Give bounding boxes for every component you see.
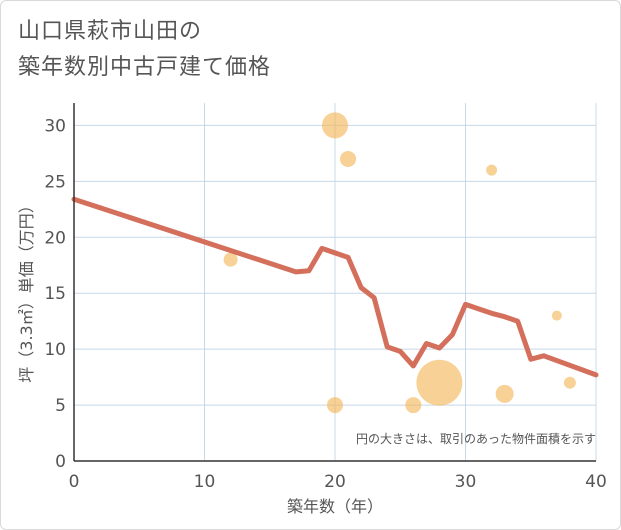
y-tick-label: 20 — [44, 228, 66, 248]
scatter-point — [405, 397, 422, 414]
scatter-point — [416, 359, 463, 406]
title-line-1: 山口県萩市山田の — [18, 19, 203, 44]
scatter-point — [340, 150, 357, 167]
scatter-series — [223, 112, 576, 414]
x-tick-label: 0 — [69, 472, 80, 492]
scatter-point — [223, 252, 238, 267]
tick-labels: 0 10 20 30 40 0 5 10 15 20 25 30 — [44, 116, 606, 492]
scatter-point — [486, 164, 498, 176]
grid-lines — [74, 103, 597, 461]
x-tick-label: 10 — [194, 472, 216, 492]
y-tick-label: 25 — [44, 172, 66, 192]
x-tick-label: 40 — [585, 472, 607, 492]
y-tick-label: 10 — [44, 340, 66, 360]
line-series — [71, 196, 599, 378]
x-axis-label: 築年数（年） — [287, 497, 383, 516]
x-tick-label: 20 — [324, 472, 346, 492]
title-line-2: 築年数別中古戸建て価格 — [18, 55, 272, 80]
y-tick-label: 5 — [55, 396, 66, 416]
y-axis-label: 坪（3.3㎡）単価（万円） — [17, 197, 36, 382]
scatter-point — [495, 384, 514, 403]
size-note: 円の大きさは、取引のあった物件面積を示す — [356, 431, 596, 446]
scatter-point — [563, 376, 576, 389]
scatter-point — [322, 112, 348, 139]
chart-title: 山口県萩市山田の 築年数別中古戸建て価格 — [18, 14, 578, 86]
price-line — [71, 196, 599, 378]
x-tick-label: 30 — [455, 472, 477, 492]
y-tick-label: 0 — [55, 452, 66, 472]
axes — [73, 103, 596, 462]
scatter-point — [551, 310, 562, 321]
y-tick-label: 15 — [44, 284, 66, 304]
scatter-point — [327, 397, 343, 414]
y-tick-label: 30 — [44, 116, 66, 136]
